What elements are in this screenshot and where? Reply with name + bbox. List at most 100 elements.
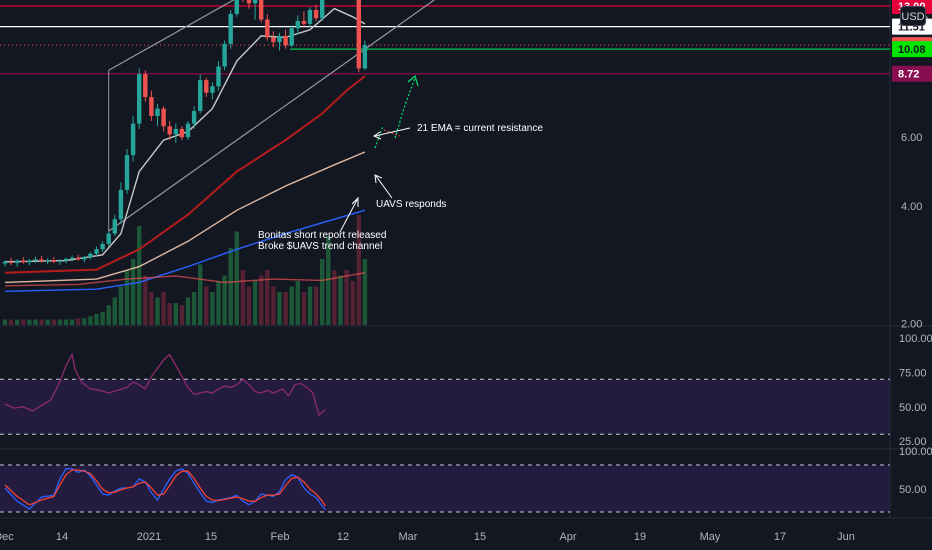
candle-body	[155, 108, 160, 116]
volume-bar	[283, 292, 288, 325]
candle-body	[179, 128, 185, 138]
x-tick-label: Dec	[0, 531, 14, 543]
volume-bar	[112, 297, 117, 325]
stoch-d-line	[4, 469, 326, 507]
candle-body	[118, 189, 124, 220]
volume-bar	[100, 311, 105, 325]
volume-bar	[198, 264, 203, 325]
moving-average-line	[4, 75, 366, 274]
x-tick-label: Mar	[399, 531, 418, 543]
moving-average-line	[4, 209, 366, 292]
candle-body	[161, 108, 166, 127]
trend-line	[108, 0, 235, 71]
annotation-text: 21 EMA = current resistance	[417, 123, 543, 134]
volume-bar	[33, 319, 38, 325]
volume-bar	[362, 259, 368, 325]
volume-bar	[118, 286, 124, 325]
candle-body	[76, 257, 81, 260]
volume-bar	[15, 319, 20, 325]
volume-bar	[27, 319, 32, 325]
stoch-k-line	[4, 468, 326, 511]
volume-bar	[39, 319, 44, 325]
price-tag-label: 8.72	[898, 69, 919, 81]
volume-bar	[259, 275, 264, 325]
volume-bar	[271, 286, 276, 325]
volume-bar	[350, 281, 355, 325]
candle-body	[252, 0, 258, 4]
volume-bar	[69, 319, 75, 325]
candle-body	[210, 86, 215, 93]
volume-bar	[179, 305, 185, 325]
candle-body	[100, 243, 105, 250]
rsi-tick-label: 100.00	[899, 333, 932, 345]
volume-bar	[21, 319, 26, 325]
rsi-tick-label: 50.00	[899, 402, 927, 414]
volume-bar	[295, 281, 300, 325]
price-tag-box	[892, 65, 932, 82]
volume-bar	[228, 248, 233, 325]
candle-body	[198, 80, 203, 112]
candle-body	[15, 260, 20, 263]
candle-body	[33, 259, 38, 261]
volume-bar	[124, 270, 130, 325]
volume-bar	[204, 286, 209, 325]
candle-body	[39, 259, 44, 262]
candle-body	[69, 257, 75, 259]
candle-body	[301, 20, 307, 24]
volume-bar	[252, 281, 258, 325]
candle-body	[45, 260, 50, 262]
volume-bar	[155, 297, 160, 325]
x-tick-label: 17	[774, 531, 786, 543]
candle-body	[149, 97, 154, 116]
currency-button[interactable]: USD	[900, 6, 926, 26]
x-tick-label: Apr	[559, 531, 576, 543]
volume-bar	[356, 215, 361, 325]
candle-body	[191, 111, 197, 124]
volume-bar	[289, 286, 294, 325]
volume-bar	[137, 226, 142, 325]
candle-body	[246, 0, 252, 4]
volume-bar	[326, 237, 331, 325]
candle-body	[88, 253, 93, 258]
volume-bar	[63, 319, 69, 325]
moving-average-line	[4, 7, 366, 263]
candle-body	[27, 260, 32, 263]
annotation-text: Broke $UAVS trend channel	[258, 241, 382, 252]
volume-bar	[210, 292, 215, 325]
x-tick-label: 19	[634, 531, 646, 543]
candle-body	[216, 66, 221, 87]
volume-bar	[301, 292, 307, 325]
y-tick-label: 2.00	[901, 319, 922, 331]
annotation-arrow	[339, 199, 358, 233]
volume-bar	[216, 281, 221, 325]
candle-body	[94, 249, 99, 254]
price-tag-box	[892, 41, 932, 58]
projection-arrow	[383, 129, 401, 137]
volume-bars	[2, 215, 368, 325]
x-tick-label: 12	[337, 531, 349, 543]
candle-body	[51, 260, 56, 262]
volume-bar	[277, 292, 282, 325]
moving-average-line	[4, 272, 366, 287]
candle-body	[130, 123, 136, 156]
annotations: 21 EMA = current resistance UAVS responds…	[258, 123, 543, 252]
candle-body	[143, 74, 148, 98]
volume-bar	[51, 319, 56, 325]
x-tick-label: May	[700, 531, 721, 543]
x-tick-label: Jun	[837, 531, 855, 543]
candle-body	[124, 155, 130, 190]
candle-body	[222, 43, 227, 67]
candle-body	[234, 0, 239, 14]
rsi-line	[4, 352, 326, 417]
volume-bar	[307, 286, 313, 325]
candle-body	[82, 257, 87, 260]
candle-body	[313, 9, 319, 19]
annotation-text: UAVS responds	[376, 199, 446, 210]
x-tick-label: 2021	[137, 531, 161, 543]
trend-line	[108, 0, 436, 232]
volume-bar	[8, 319, 14, 325]
arrow-head	[372, 131, 382, 140]
